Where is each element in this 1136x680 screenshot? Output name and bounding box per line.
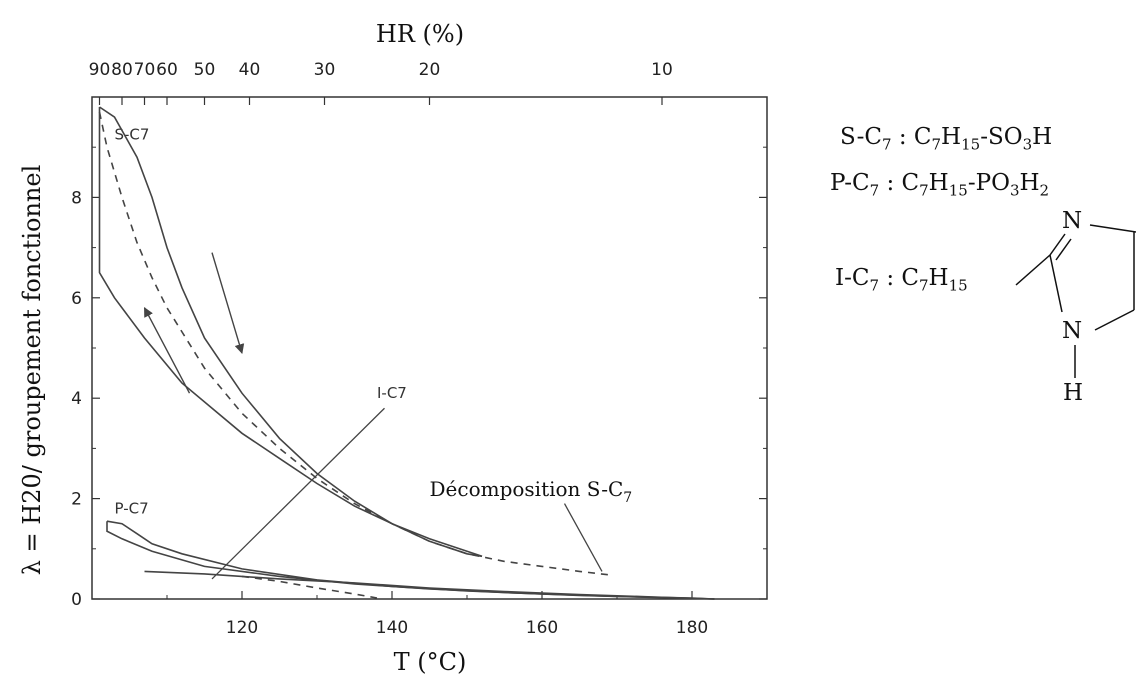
y-axis-title: λ = H20/ groupement fonctionnel bbox=[18, 165, 46, 576]
legend-i-c7-chain: C7H15 bbox=[901, 265, 968, 295]
bond bbox=[1049, 233, 1066, 256]
x-tick-label: 160 bbox=[526, 618, 558, 638]
x2-tick-label: 30 bbox=[314, 60, 336, 80]
legend-p-c7-formula: C7H15-PO3H2 bbox=[901, 170, 1050, 200]
atom-n-top: N bbox=[1062, 208, 1082, 234]
x2-tick-label: 10 bbox=[651, 60, 673, 80]
leader-line bbox=[211, 407, 385, 580]
legend-p-c7-key: P-C7 : bbox=[830, 170, 895, 200]
legend-i-c7: I-C7 : C7H15 bbox=[835, 265, 968, 295]
y-tick-label: 8 bbox=[71, 188, 82, 208]
y-tick-label: 2 bbox=[71, 490, 82, 510]
series-line-p-c7 bbox=[241, 575, 378, 599]
decomposition-label: Décomposition S-C7 bbox=[430, 477, 633, 506]
y-tick-label: 6 bbox=[71, 289, 82, 309]
series-line-s-c7 bbox=[98, 111, 610, 576]
bond bbox=[1089, 224, 1136, 233]
series-label-s-c7: S-C7 bbox=[115, 126, 150, 144]
bond bbox=[1094, 309, 1135, 331]
legend-s-c7: S-C7 : C7H15-SO3H bbox=[840, 124, 1052, 154]
series-label-p-c7: P-C7 bbox=[115, 500, 149, 518]
legend-p-c7: P-C7 : C7H15-PO3H2 bbox=[830, 170, 1049, 200]
bond bbox=[1055, 238, 1072, 261]
imidazoline-structure: N N H bbox=[1015, 208, 1136, 406]
atom-h: H bbox=[1063, 380, 1083, 406]
x2-tick-label: 90 bbox=[89, 60, 111, 80]
x2-tick-label: 40 bbox=[239, 60, 261, 80]
x2-tick-label: 50 bbox=[194, 60, 216, 80]
x-tick-label: 120 bbox=[226, 618, 258, 638]
x2-axis-title: HR (%) bbox=[376, 20, 464, 48]
x-tick-label: 140 bbox=[376, 618, 408, 638]
direction-arrow bbox=[143, 306, 191, 394]
y-tick-label: 0 bbox=[71, 590, 82, 610]
x-axis-title: T (°C) bbox=[394, 648, 467, 676]
bond bbox=[1015, 254, 1051, 286]
bond bbox=[1049, 254, 1063, 313]
direction-arrow bbox=[211, 252, 245, 354]
series-line-s-c7 bbox=[98, 107, 483, 558]
series-label-i-c7: I-C7 bbox=[377, 384, 407, 402]
series-line-i-c7 bbox=[144, 570, 715, 600]
x-tick-label: 180 bbox=[676, 618, 708, 638]
legend-s-c7-formula: C7H15-SO3H bbox=[913, 124, 1053, 154]
legend-i-c7-key: I-C7 : bbox=[835, 265, 895, 295]
x2-tick-label: 20 bbox=[419, 60, 441, 80]
atom-n-bottom: N bbox=[1062, 318, 1082, 344]
x2-tick-label: 70 bbox=[134, 60, 156, 80]
axis-ticks: 120 140 160 180 0 2 4 6 8 90 80 70 60 50 40 30 20 10 bbox=[71, 60, 768, 638]
legend-s-c7-key: S-C7 : bbox=[840, 124, 907, 154]
leader-line bbox=[563, 503, 603, 572]
x2-tick-label: 60 bbox=[156, 60, 178, 80]
x2-tick-label: 80 bbox=[111, 60, 133, 80]
plot-marks bbox=[98, 106, 715, 600]
plot-frame bbox=[91, 96, 768, 600]
y-tick-label: 4 bbox=[71, 389, 82, 409]
